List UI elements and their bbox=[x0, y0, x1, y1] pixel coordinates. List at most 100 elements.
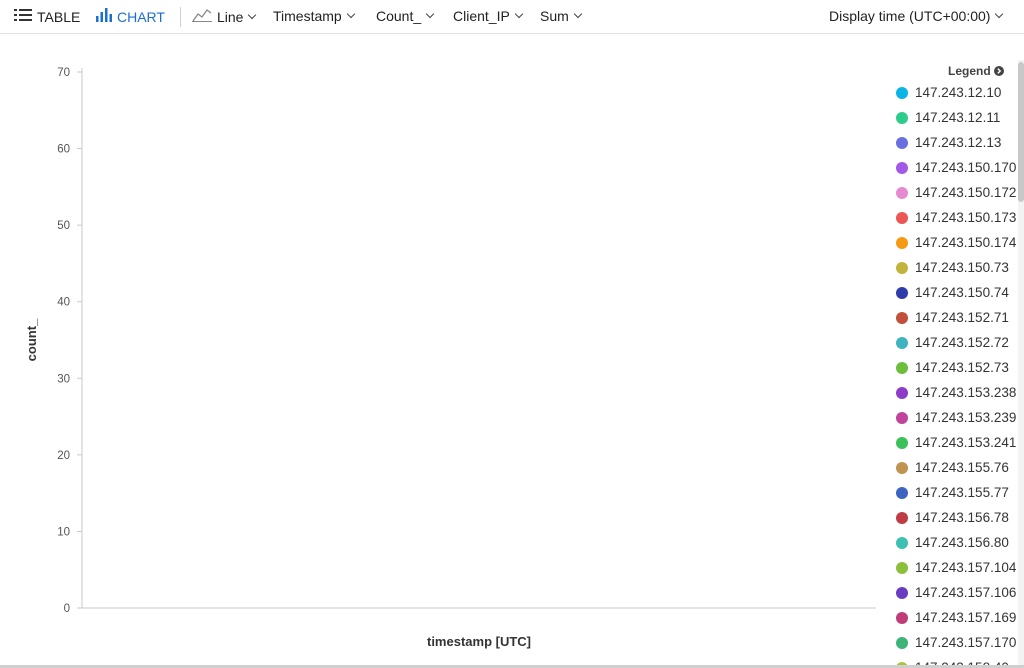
aggregation-dropdown[interactable]: Sum bbox=[540, 8, 583, 24]
line-chart: 01020304050607016:3516:4016:4516:5016:55… bbox=[24, 67, 876, 649]
x-axis-label: Timestamp bbox=[273, 8, 342, 24]
legend-swatch bbox=[896, 461, 908, 474]
legend-item-label: 147.243.155.77 bbox=[915, 485, 1009, 500]
legend-item-label: 147.243.150.73 bbox=[915, 260, 1009, 275]
legend-item-label: 147.243.156.80 bbox=[915, 535, 1009, 550]
legend-item-label: 147.243.150.173 bbox=[915, 210, 1017, 225]
legend-item-label: 147.243.156.78 bbox=[915, 510, 1009, 525]
chevron-down-icon bbox=[573, 9, 583, 19]
legend-swatch bbox=[896, 361, 908, 374]
chevron-down-icon bbox=[425, 9, 435, 19]
y-tick-label: 20 bbox=[57, 450, 70, 462]
list-icon bbox=[14, 8, 32, 25]
y-tick-label: 60 bbox=[57, 144, 70, 156]
legend-swatch bbox=[896, 336, 908, 349]
legend-item[interactable]: 147.243.158.40 bbox=[896, 655, 1020, 668]
legend-item[interactable]: 147.243.156.80 bbox=[896, 530, 1020, 555]
legend-swatch bbox=[896, 261, 908, 274]
legend-item-label: 147.243.12.13 bbox=[915, 135, 1002, 150]
chevron-down-icon bbox=[248, 10, 257, 19]
y-tick-label: 10 bbox=[57, 526, 70, 538]
legend-swatch bbox=[896, 186, 908, 199]
chart-tab[interactable]: CHART bbox=[96, 8, 165, 25]
legend-item[interactable]: 147.243.153.239 bbox=[896, 405, 1020, 430]
legend-item-label: 147.243.157.106 bbox=[915, 585, 1017, 600]
legend-item[interactable]: 147.243.150.170 bbox=[896, 155, 1020, 180]
display-time-dropdown[interactable]: Display time (UTC+00:00) bbox=[829, 8, 1004, 24]
legend-swatch bbox=[896, 386, 908, 399]
legend-item-label: 147.243.152.71 bbox=[915, 310, 1009, 325]
legend-item[interactable]: 147.243.155.76 bbox=[896, 455, 1020, 480]
y-tick-label: 30 bbox=[57, 373, 70, 385]
chart-type-dropdown[interactable]: Line bbox=[192, 8, 257, 25]
y-tick-label: 0 bbox=[64, 603, 70, 615]
legend-swatch bbox=[896, 311, 908, 324]
y-axis-label: Count_ bbox=[376, 8, 422, 24]
legend-item[interactable]: 147.243.153.241 bbox=[896, 430, 1020, 455]
legend-swatch bbox=[896, 561, 908, 574]
legend-item[interactable]: 147.243.157.170 bbox=[896, 630, 1020, 655]
legend-scrollbar[interactable] bbox=[1018, 60, 1024, 666]
legend-swatch bbox=[896, 111, 908, 124]
toolbar: TABLE CHART Line Timestamp Count_ Client… bbox=[0, 0, 1024, 34]
legend-item[interactable]: 147.243.155.77 bbox=[896, 480, 1020, 505]
scroll-thumb[interactable] bbox=[1018, 62, 1024, 202]
legend-item-label: 147.243.150.172 bbox=[915, 185, 1017, 200]
legend-item[interactable]: 147.243.150.173 bbox=[896, 205, 1020, 230]
legend-swatch bbox=[896, 436, 908, 449]
legend-item[interactable]: 147.243.12.10 bbox=[896, 80, 1020, 105]
toolbar-divider bbox=[180, 7, 181, 27]
legend-swatch bbox=[896, 136, 908, 149]
legend-swatch bbox=[896, 661, 908, 668]
legend-item-label: 147.243.12.10 bbox=[915, 85, 1002, 100]
split-by-dropdown[interactable]: Client_IP bbox=[453, 8, 524, 24]
x-axis-title: timestamp [UTC] bbox=[427, 634, 531, 649]
legend-item[interactable]: 147.243.150.74 bbox=[896, 280, 1020, 305]
legend-item[interactable]: 147.243.150.73 bbox=[896, 255, 1020, 280]
y-tick-label: 70 bbox=[57, 67, 70, 79]
legend-item[interactable]: 147.243.150.172 bbox=[896, 180, 1020, 205]
legend-item-label: 147.243.153.241 bbox=[915, 435, 1017, 450]
legend-item[interactable]: 147.243.157.106 bbox=[896, 580, 1020, 605]
legend-swatch bbox=[896, 611, 908, 624]
chart-type-label: Line bbox=[217, 8, 244, 25]
legend-item-label: 147.243.157.104 bbox=[915, 560, 1017, 575]
legend-swatch bbox=[896, 636, 908, 649]
legend-item[interactable]: 147.243.156.78 bbox=[896, 505, 1020, 530]
y-axis-dropdown[interactable]: Count_ bbox=[376, 8, 435, 24]
legend-item-label: 147.243.158.40 bbox=[915, 660, 1009, 668]
split-by-label: Client_IP bbox=[453, 8, 510, 24]
x-axis-dropdown[interactable]: Timestamp bbox=[273, 8, 355, 24]
chevron-down-icon bbox=[995, 9, 1004, 19]
legend-swatch bbox=[896, 586, 908, 599]
aggregation-label: Sum bbox=[540, 8, 569, 24]
table-tab-label: TABLE bbox=[37, 8, 81, 25]
legend-swatch bbox=[896, 286, 908, 299]
legend-item[interactable]: 147.243.157.104 bbox=[896, 555, 1020, 580]
legend-item[interactable]: 147.243.12.11 bbox=[896, 105, 1020, 130]
legend-item[interactable]: 147.243.152.73 bbox=[896, 355, 1020, 380]
legend-item-label: 147.243.157.170 bbox=[915, 635, 1017, 650]
legend-item[interactable]: 147.243.150.174 bbox=[896, 230, 1020, 255]
legend-item[interactable]: 147.243.152.72 bbox=[896, 330, 1020, 355]
legend-item-label: 147.243.157.169 bbox=[915, 610, 1017, 625]
legend-item[interactable]: 147.243.153.238 bbox=[896, 380, 1020, 405]
chevron-down-icon bbox=[514, 9, 524, 19]
legend-swatch bbox=[896, 86, 908, 99]
legend-list: 147.243.12.10 147.243.12.11 147.243.12.13 1… bbox=[896, 80, 1020, 668]
legend-item[interactable]: 147.243.12.13 bbox=[896, 130, 1020, 155]
y-tick-label: 50 bbox=[57, 220, 70, 232]
legend-item-label: 147.243.153.239 bbox=[915, 410, 1017, 425]
legend-swatch bbox=[896, 211, 908, 224]
chevron-right-circle-icon bbox=[994, 66, 1004, 76]
legend-item-label: 147.243.12.11 bbox=[915, 110, 1001, 125]
legend-swatch bbox=[896, 486, 908, 499]
table-tab[interactable]: TABLE bbox=[14, 8, 80, 25]
legend-title[interactable]: Legend bbox=[948, 64, 1004, 78]
line-chart-icon bbox=[192, 8, 212, 25]
legend-item[interactable]: 147.243.152.71 bbox=[896, 305, 1020, 330]
legend-item[interactable]: 147.243.157.169 bbox=[896, 605, 1020, 630]
chevron-down-icon bbox=[346, 9, 355, 19]
legend-item-label: 147.243.152.73 bbox=[915, 360, 1009, 375]
legend-swatch bbox=[896, 411, 908, 424]
